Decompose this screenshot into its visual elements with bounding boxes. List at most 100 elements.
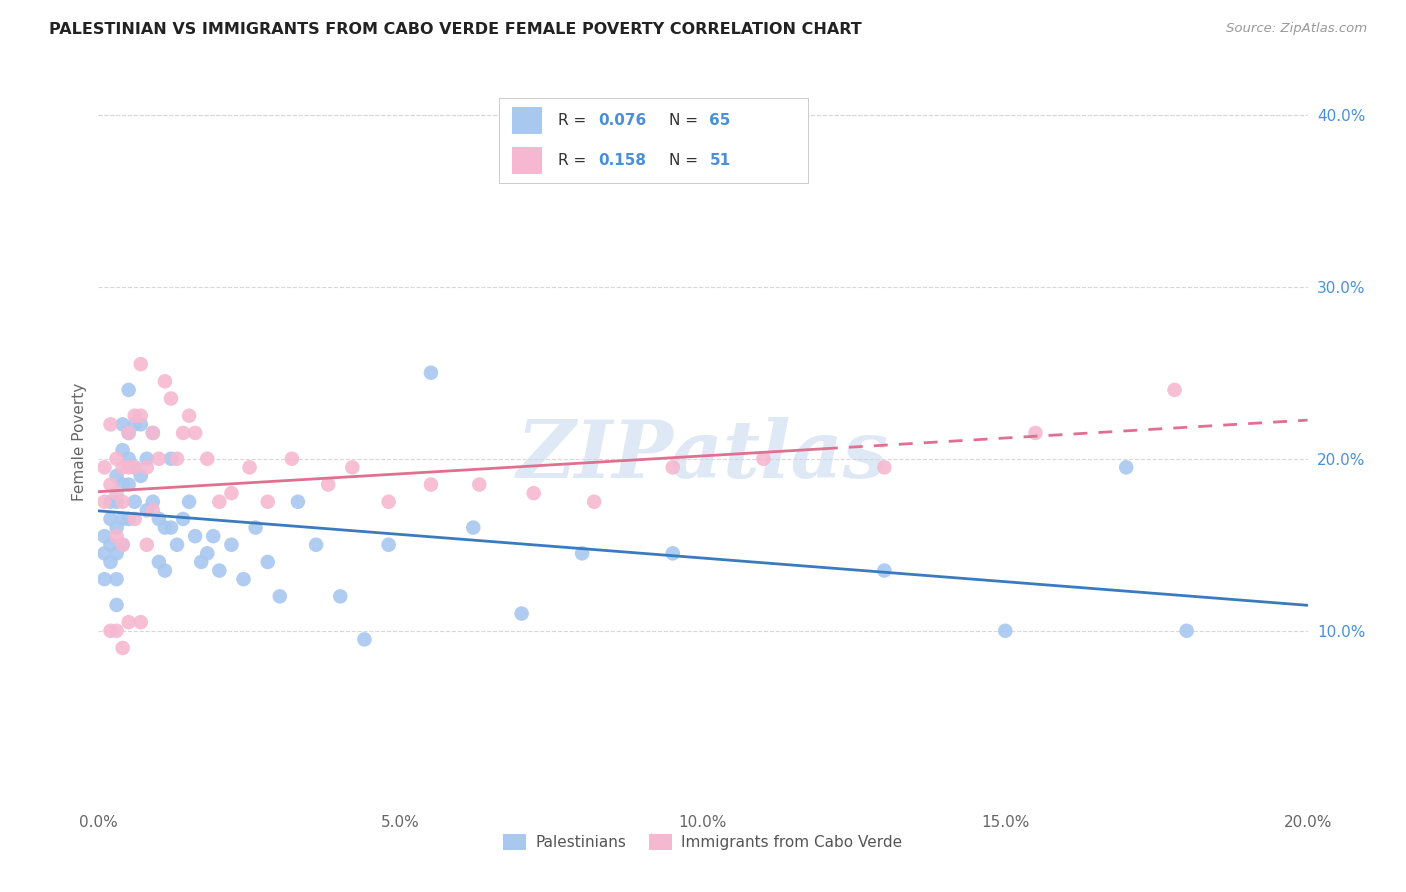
Y-axis label: Female Poverty: Female Poverty <box>72 383 87 500</box>
Point <box>269 590 291 604</box>
Point <box>129 469 152 483</box>
Point <box>160 451 183 466</box>
Text: N =: N = <box>669 112 703 128</box>
Point <box>93 460 115 475</box>
Point <box>752 451 775 466</box>
Point <box>100 477 122 491</box>
Point <box>111 417 134 432</box>
Point <box>105 572 128 586</box>
Point <box>148 512 170 526</box>
FancyBboxPatch shape <box>512 147 543 175</box>
Point <box>239 460 262 475</box>
Point <box>256 494 278 508</box>
Point <box>202 529 225 543</box>
Point <box>179 494 201 508</box>
Point <box>142 494 165 508</box>
Point <box>153 564 176 578</box>
Point <box>172 512 194 526</box>
Point <box>571 546 593 560</box>
Text: Source: ZipAtlas.com: Source: ZipAtlas.com <box>1226 22 1367 36</box>
Point <box>135 460 157 475</box>
Text: ZIPatlas: ZIPatlas <box>517 417 889 495</box>
Text: N =: N = <box>669 153 703 169</box>
Point <box>100 417 122 432</box>
Point <box>305 538 328 552</box>
Point <box>111 538 134 552</box>
Point <box>583 494 606 508</box>
Point <box>232 572 254 586</box>
Point <box>105 529 128 543</box>
Point <box>105 486 128 500</box>
Text: 51: 51 <box>710 153 731 169</box>
Point <box>105 520 128 534</box>
Point <box>468 477 491 491</box>
Point <box>118 460 141 475</box>
Text: R =: R = <box>558 153 591 169</box>
Point <box>124 512 146 526</box>
Point <box>523 486 546 500</box>
Point <box>118 425 141 440</box>
Point <box>124 494 146 508</box>
Point <box>129 357 152 371</box>
Point <box>105 598 128 612</box>
Point <box>994 624 1017 638</box>
Point <box>118 615 141 630</box>
Point <box>377 494 399 508</box>
Point <box>129 417 152 432</box>
Point <box>1175 624 1198 638</box>
Point <box>129 615 152 630</box>
Point <box>111 538 134 552</box>
Point <box>118 383 141 397</box>
Point <box>329 590 352 604</box>
Point <box>105 451 128 466</box>
Point <box>195 451 218 466</box>
Legend: Palestinians, Immigrants from Cabo Verde: Palestinians, Immigrants from Cabo Verde <box>498 829 908 856</box>
Point <box>221 486 243 500</box>
Point <box>111 640 134 655</box>
Point <box>160 392 183 406</box>
Point <box>166 538 188 552</box>
Point <box>100 512 122 526</box>
Point <box>118 477 141 491</box>
Point <box>184 529 207 543</box>
Text: 65: 65 <box>710 112 731 128</box>
Point <box>142 503 165 517</box>
Point <box>148 555 170 569</box>
Point <box>100 494 122 508</box>
Point <box>105 624 128 638</box>
Point <box>661 546 683 560</box>
Point <box>510 607 533 621</box>
Point <box>287 494 309 508</box>
Point <box>105 469 128 483</box>
Point <box>873 460 896 475</box>
Point <box>1115 460 1137 475</box>
Point <box>1024 425 1046 440</box>
Point <box>100 538 122 552</box>
Point <box>190 555 212 569</box>
Point <box>111 494 134 508</box>
Text: PALESTINIAN VS IMMIGRANTS FROM CABO VERDE FEMALE POVERTY CORRELATION CHART: PALESTINIAN VS IMMIGRANTS FROM CABO VERD… <box>49 22 862 37</box>
Point <box>256 555 278 569</box>
Point <box>166 451 188 466</box>
Point <box>135 451 157 466</box>
Point <box>463 520 485 534</box>
Point <box>118 451 141 466</box>
Point <box>353 632 375 647</box>
Point <box>118 512 141 526</box>
Text: R =: R = <box>558 112 591 128</box>
Point <box>184 425 207 440</box>
Point <box>142 425 165 440</box>
Point <box>316 477 339 491</box>
FancyBboxPatch shape <box>512 107 543 134</box>
Point <box>221 538 243 552</box>
Point <box>208 494 231 508</box>
Point <box>208 564 231 578</box>
Point <box>142 425 165 440</box>
Point <box>124 460 146 475</box>
Point <box>111 443 134 458</box>
Point <box>135 538 157 552</box>
Point <box>93 546 115 560</box>
Point <box>160 520 183 534</box>
Point <box>245 520 267 534</box>
Point <box>124 460 146 475</box>
